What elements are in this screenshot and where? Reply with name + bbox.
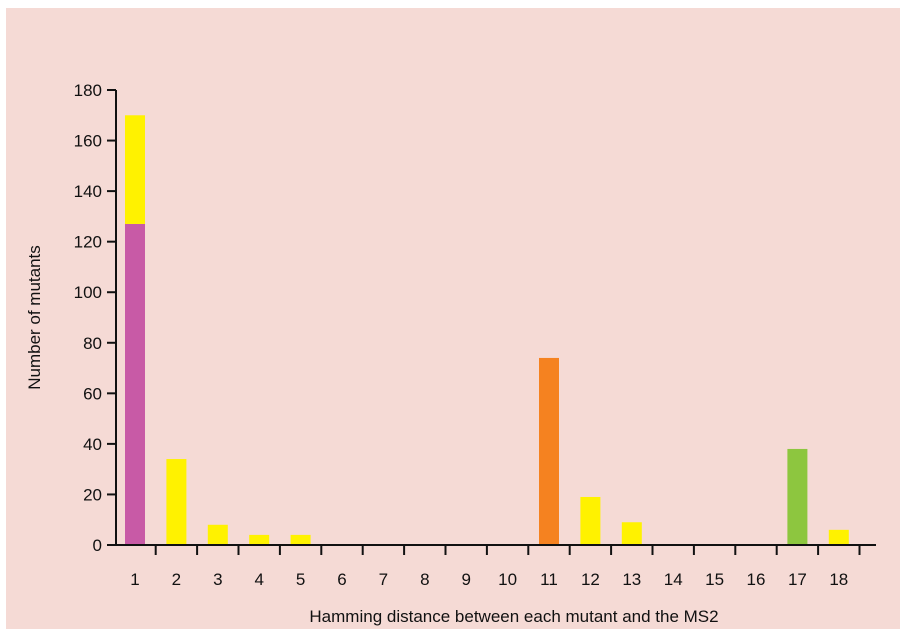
y-tick-label: 0	[93, 536, 102, 555]
x-axis-title: Hamming distance between each mutant and…	[309, 607, 718, 626]
y-ticks-group: 0 20 40 60 80 100 120 140 160 180	[74, 81, 116, 555]
x-tick-label: 11	[540, 570, 558, 589]
y-tick-label: 160	[74, 132, 102, 151]
bar-segment	[828, 529, 849, 545]
x-tick-label: 8	[420, 570, 429, 589]
x-tick-label: 17	[788, 570, 807, 589]
bar-segment	[539, 357, 559, 545]
bar-segment	[207, 524, 228, 545]
x-tick-label: 10	[498, 570, 517, 589]
y-tick-label: 80	[83, 334, 102, 353]
y-tick-label: 140	[74, 182, 102, 201]
axes-group	[115, 90, 876, 546]
x-tick-label: 2	[172, 570, 181, 589]
bars-group	[125, 115, 849, 545]
y-tick-label: 100	[74, 283, 102, 302]
bar-segment	[125, 223, 145, 545]
y-tick-label: 20	[83, 485, 102, 504]
x-tick-label: 18	[829, 570, 848, 589]
x-tick-label: 14	[664, 570, 683, 589]
bar-segment	[125, 115, 145, 224]
x-tick-label: 13	[622, 570, 641, 589]
y-tick-label: 40	[83, 435, 102, 454]
x-tick-label: 3	[213, 570, 222, 589]
x-tick-label: 6	[337, 570, 346, 589]
y-tick-label: 120	[74, 233, 102, 252]
bar-segment	[621, 522, 642, 545]
y-tick-label: 60	[83, 384, 102, 403]
x-tick-label: 16	[747, 570, 766, 589]
bar-segment	[580, 496, 601, 545]
x-tick-label: 9	[461, 570, 470, 589]
x-tick-label: 5	[296, 570, 305, 589]
x-tick-label: 15	[705, 570, 724, 589]
y-axis-title: Number of mutants	[25, 245, 44, 390]
bar-segment	[166, 459, 187, 545]
x-tick-label: 1	[130, 570, 139, 589]
bar-segment	[787, 448, 808, 545]
bar-segment	[249, 534, 270, 545]
x-tick-label: 7	[379, 570, 388, 589]
chart-panel	[6, 8, 900, 629]
x-tick-label: 4	[254, 570, 263, 589]
x-ticks-group: 1 2 3 4 5 6 7 8 9 10 11 12 13 14 15 16 17 18	[130, 545, 861, 589]
x-tick-label: 12	[581, 570, 600, 589]
y-tick-label: 180	[74, 81, 102, 100]
bar-segment	[290, 534, 311, 545]
